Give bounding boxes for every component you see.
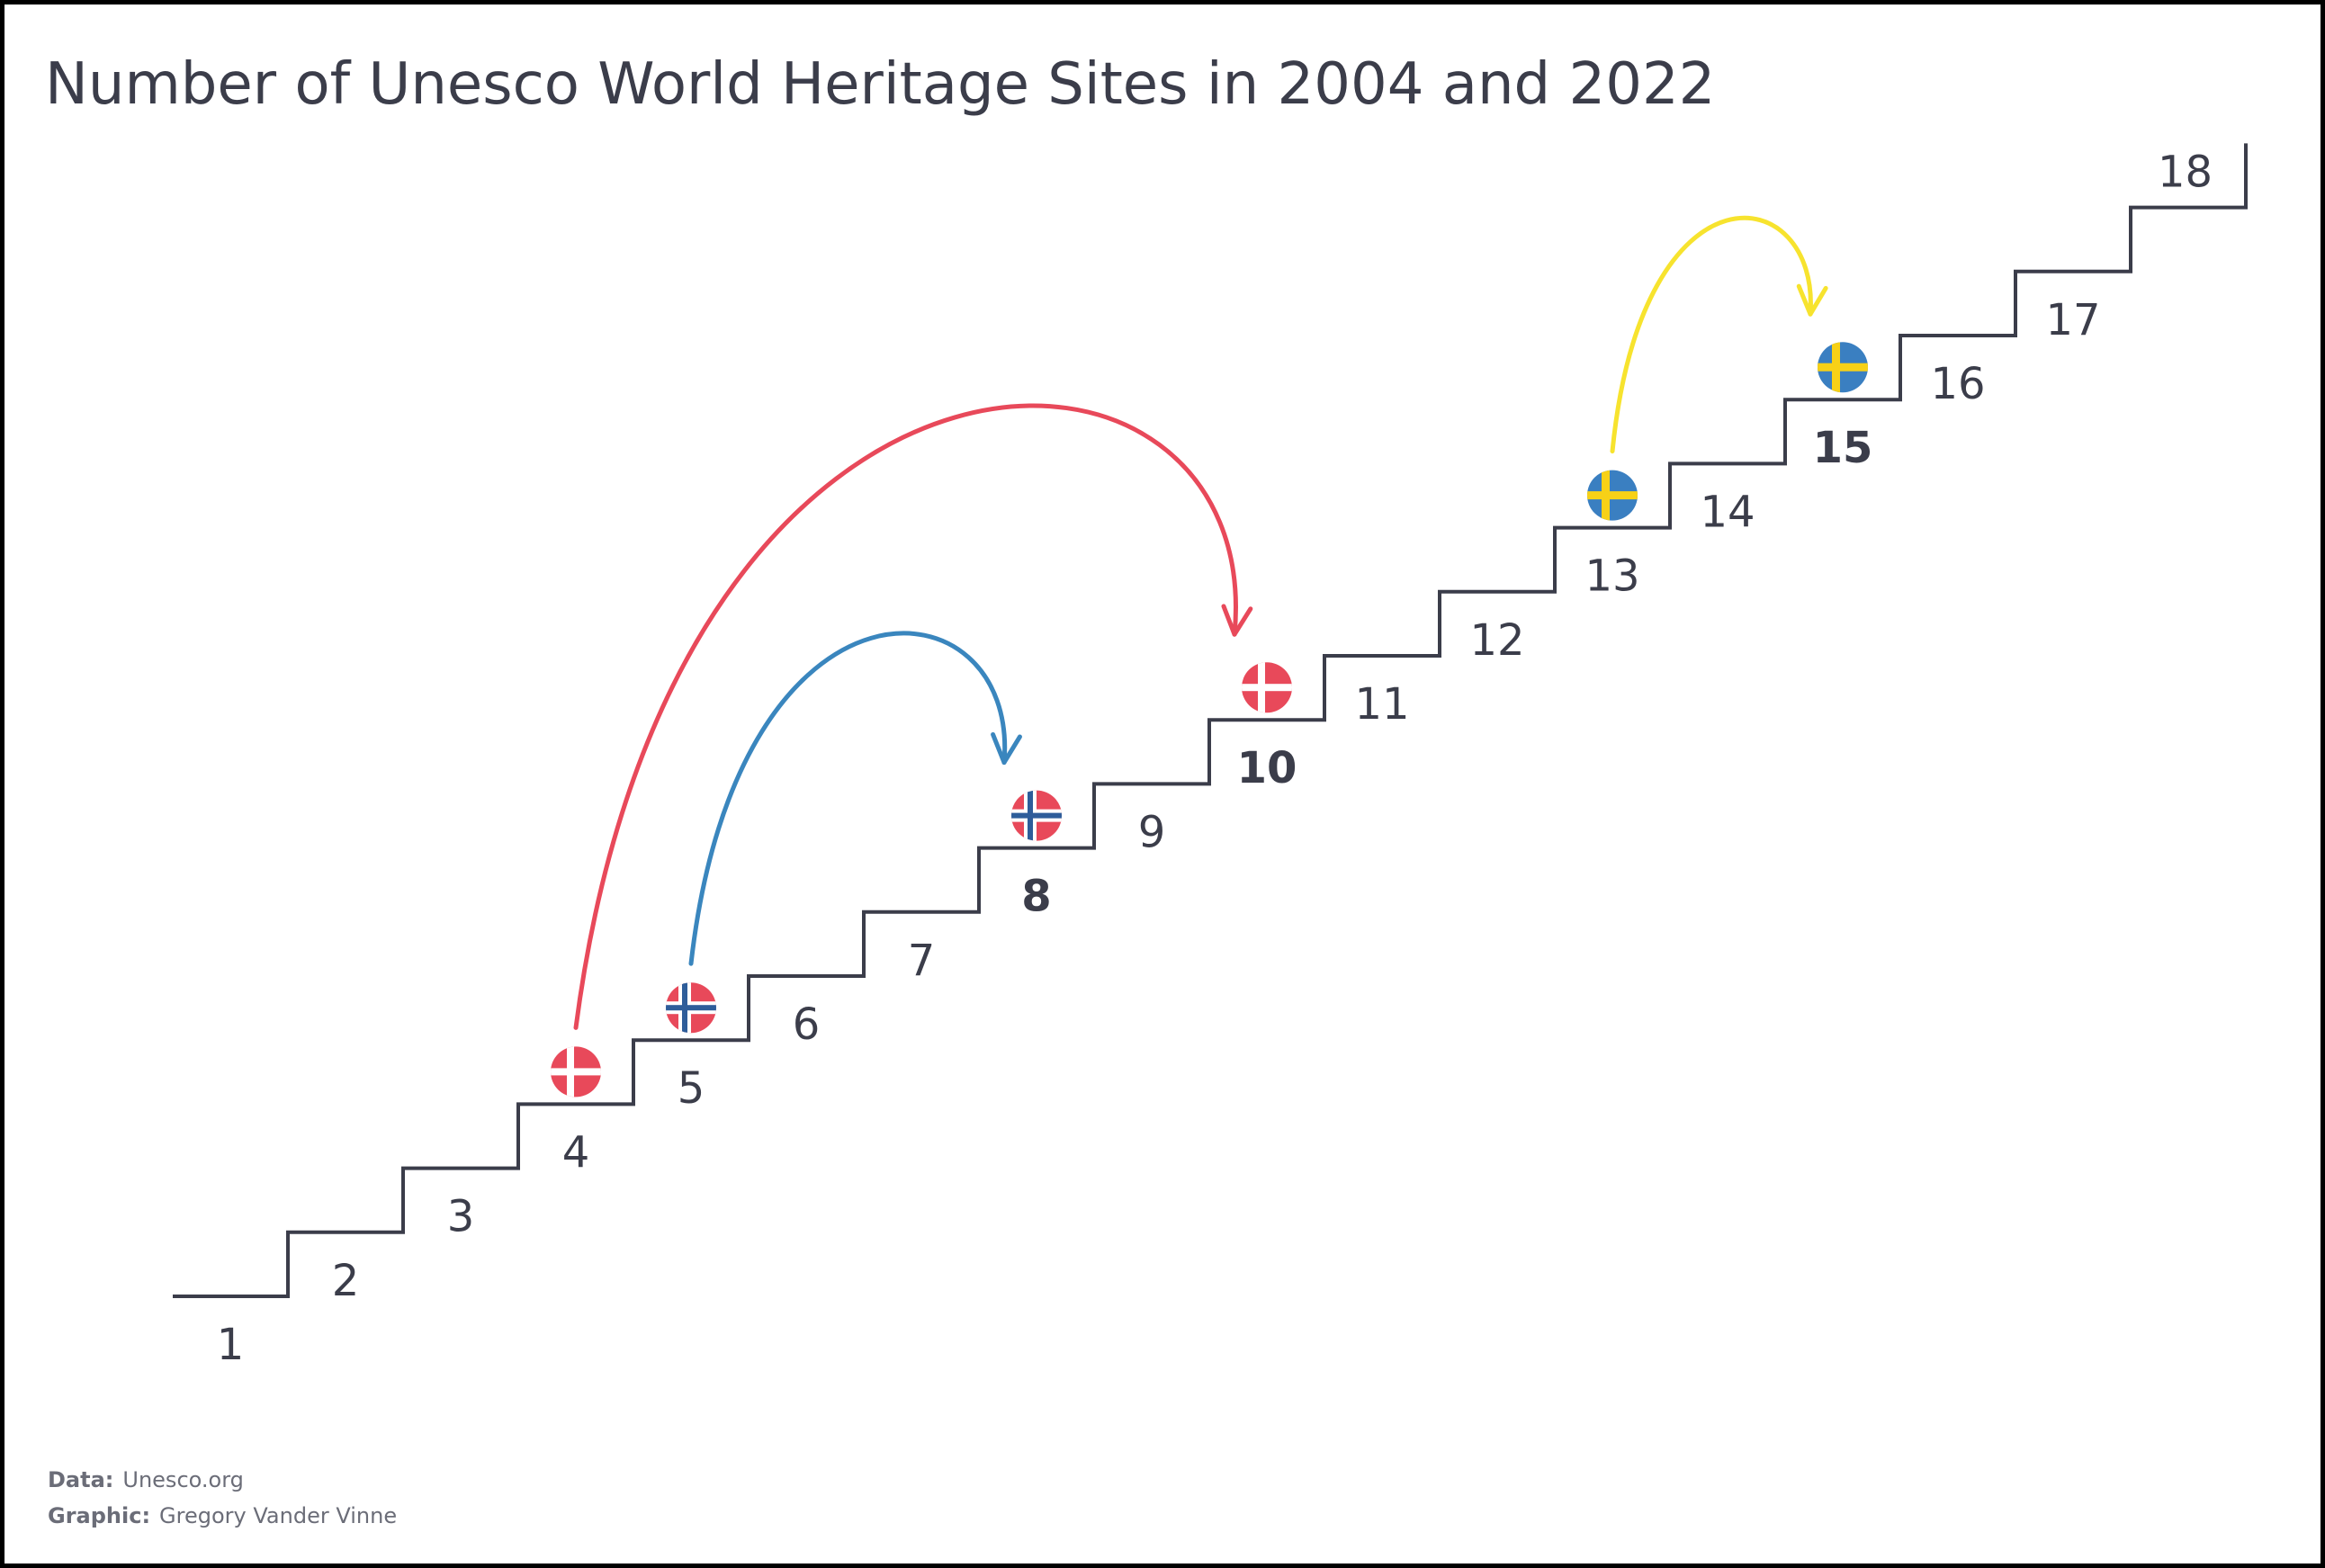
step-label: 6 [793,999,821,1050]
norway-flag-icon [666,982,716,1034]
data-credit: Data: Unesco.org [48,1467,244,1492]
step-label: 7 [908,936,936,986]
denmark-arrow [573,403,1253,1030]
denmark-flag-icon [551,1046,601,1098]
data-credit-label: Data: [48,1467,114,1492]
sweden-arrow [1610,215,1828,454]
step-label: 18 [2158,147,2213,197]
step-label: 10 [1237,743,1297,793]
sweden-flag-icon [1818,342,1868,393]
step-label: 4 [562,1127,590,1178]
step-label: 11 [1354,679,1409,730]
step-label: 8 [1021,872,1051,922]
chart-title: Number of Unesco World Heritage Sites in… [45,51,1716,118]
norway-flag-icon [1011,790,1062,841]
step-label: 2 [332,1256,360,1306]
step-label: 16 [1930,359,1985,409]
step-label: 9 [1138,807,1166,857]
step-label: 17 [2045,295,2100,345]
step-label: 13 [1584,551,1639,602]
staircase-line [173,143,2248,1298]
graphic-credit-label: Graphic: [48,1503,151,1528]
norway-arrow [688,631,1022,966]
step-label: 3 [447,1192,475,1242]
graphic-credit-author: Gregory Vander Vinne [159,1503,398,1528]
sweden-flag-icon [1587,470,1638,521]
step-label: 12 [1469,615,1524,666]
step-label: 5 [678,1063,705,1114]
step-label: 15 [1813,423,1873,473]
denmark-flag-icon [1242,662,1292,713]
step-label: 1 [217,1320,245,1370]
data-credit-source: Unesco.org [122,1467,244,1492]
step-label: 14 [1700,487,1755,537]
graphic-credit: Graphic: Gregory Vander Vinne [48,1503,397,1528]
